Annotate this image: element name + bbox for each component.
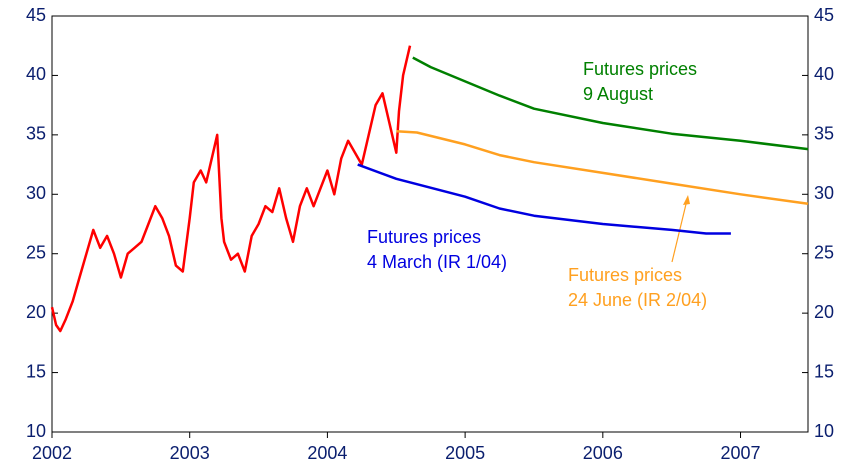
y2-tick-label: 45 <box>814 5 834 25</box>
y-tick-label: 35 <box>26 124 46 144</box>
y-tick-label: 20 <box>26 302 46 322</box>
y2-tick-label: 40 <box>814 64 834 84</box>
annotation: 9 August <box>583 84 653 104</box>
y-tick-label: 15 <box>26 361 46 381</box>
x-tick-label: 2006 <box>583 443 623 463</box>
y2-tick-label: 35 <box>814 124 834 144</box>
x-tick-label: 2007 <box>721 443 761 463</box>
annotation: Futures prices <box>583 59 697 79</box>
y-tick-label: 10 <box>26 421 46 441</box>
y-tick-label: 25 <box>26 242 46 262</box>
y-tick-label: 40 <box>26 64 46 84</box>
y2-tick-label: 10 <box>814 421 834 441</box>
y-tick-label: 30 <box>26 183 46 203</box>
plot-frame <box>51 15 809 433</box>
arrow-head <box>683 195 690 205</box>
series-line <box>357 163 731 235</box>
x-tick-label: 2004 <box>307 443 347 463</box>
y2-tick-label: 20 <box>814 302 834 322</box>
annotation: Futures prices <box>568 265 682 285</box>
series-line <box>50 45 412 333</box>
annotation: Futures prices <box>367 227 481 247</box>
series-line <box>396 130 809 206</box>
y2-tick-label: 25 <box>814 242 834 262</box>
y2-tick-label: 15 <box>814 361 834 381</box>
annotation: 4 March (IR 1/04) <box>367 252 507 272</box>
x-tick-label: 2003 <box>170 443 210 463</box>
series-line <box>412 56 809 151</box>
x-tick-label: 2005 <box>445 443 485 463</box>
annotation: 24 June (IR 2/04) <box>568 290 707 310</box>
y2-tick-label: 30 <box>814 183 834 203</box>
y-tick-label: 45 <box>26 5 46 25</box>
x-tick-label: 2002 <box>32 443 72 463</box>
